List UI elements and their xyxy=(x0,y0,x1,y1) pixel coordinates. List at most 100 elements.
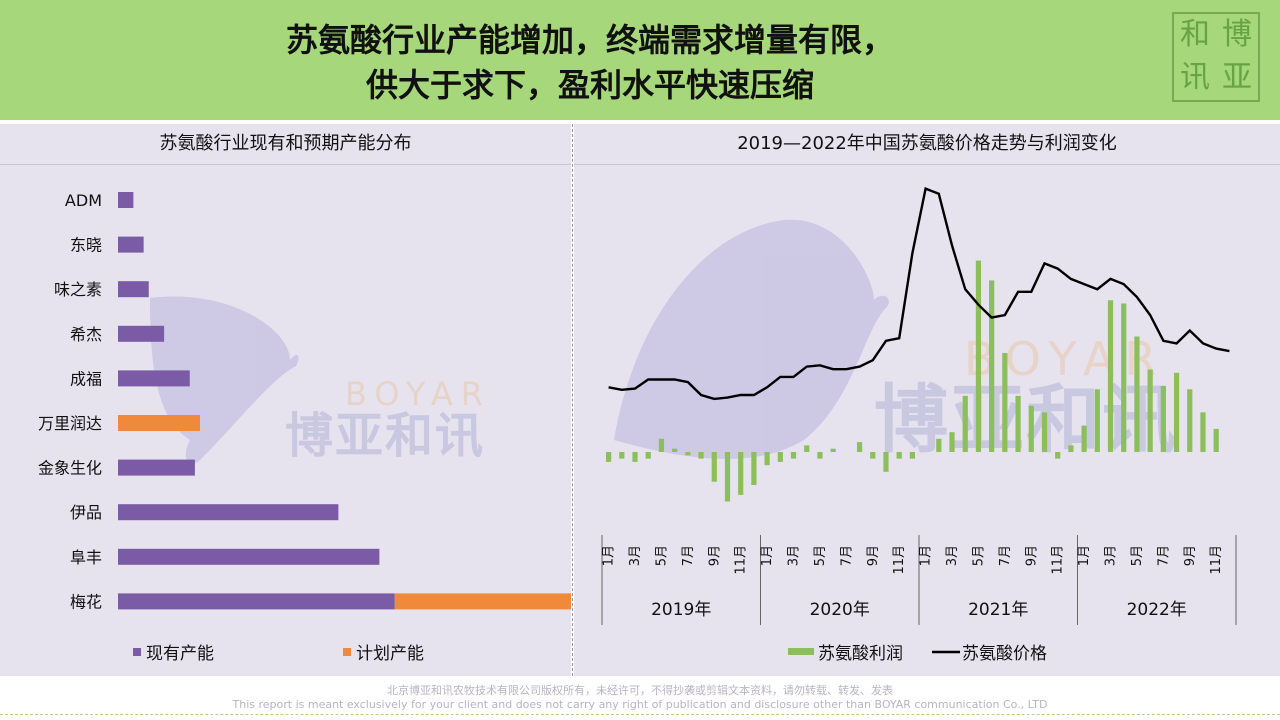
month-tick-label: 1月 xyxy=(919,545,934,566)
profit-bar xyxy=(1107,300,1114,452)
profit-bar xyxy=(896,452,902,459)
bar-existing-capacity xyxy=(118,593,395,610)
category-label: 伊品 xyxy=(70,503,102,522)
legend-swatch-planned xyxy=(343,648,351,656)
month-tick-label: 3月 xyxy=(628,545,643,566)
year-label: 2022年 xyxy=(1127,600,1187,620)
price-profit-legend: 苏氨酸利润 苏氨酸价格 xyxy=(788,644,1047,664)
title-line-1: 苏氨酸行业产能增加，终端需求增量有限， xyxy=(285,21,894,59)
month-tick-label: 3月 xyxy=(945,545,960,566)
month-tick-label: 9月 xyxy=(707,545,722,566)
bar-existing-capacity xyxy=(118,325,165,342)
category-label: ADM xyxy=(65,191,102,210)
copyright-footer: 北京博亚和讯农牧技术有限公司版权所有，未经许可，不得抄袭或剪辑文本资料，请勿转载… xyxy=(0,684,1280,712)
profit-bar xyxy=(1200,412,1206,452)
bar-existing-capacity xyxy=(118,504,339,521)
left-chart-title: 苏氨酸行业现有和预期产能分布 xyxy=(0,124,571,165)
profit-bar xyxy=(698,452,704,459)
profit-bar xyxy=(777,452,783,462)
category-label: 味之素 xyxy=(54,280,102,299)
bar-planned-capacity xyxy=(394,593,571,610)
profit-bar xyxy=(1134,336,1140,452)
footer-line-cn: 北京博亚和讯农牧技术有限公司版权所有，未经许可，不得抄袭或剪辑文本资料，请勿转载… xyxy=(387,684,893,697)
profit-bar xyxy=(830,448,836,452)
month-tick-label: 9月 xyxy=(1183,545,1198,566)
legend-label-profit: 苏氨酸利润 xyxy=(818,644,903,664)
profit-bar xyxy=(1015,395,1021,452)
bird-logo-shape xyxy=(614,219,889,459)
month-tick-label: 1月 xyxy=(760,545,775,566)
year-label: 2020年 xyxy=(810,600,870,620)
legend-swatch-existing xyxy=(133,648,141,656)
category-label: 梅花 xyxy=(70,592,102,611)
year-label: 2019年 xyxy=(651,600,711,620)
seal-char: 和 xyxy=(1180,17,1210,52)
legend-label-planned: 计划产能 xyxy=(356,644,424,664)
month-tick-label: 9月 xyxy=(1024,545,1039,566)
profit-bar xyxy=(962,395,968,452)
bar-existing-capacity xyxy=(118,459,195,476)
header-banner xyxy=(0,0,1280,120)
month-tick-label: 11月 xyxy=(892,545,907,575)
bar-existing-capacity xyxy=(118,192,134,208)
profit-bar xyxy=(1041,412,1048,452)
month-tick-label: 1月 xyxy=(602,545,617,566)
profit-bar xyxy=(1173,372,1180,452)
capacity-legend: 现有产能 计划产能 xyxy=(133,644,424,664)
month-tick-label: 7月 xyxy=(998,545,1013,566)
title-line-2: 供大于求下，盈利水平快速压缩 xyxy=(365,66,814,104)
profit-bar xyxy=(1160,386,1166,452)
profit-bar xyxy=(790,452,797,459)
category-label: 东晓 xyxy=(70,236,102,255)
category-label: 阜丰 xyxy=(70,548,102,567)
profit-bar xyxy=(949,432,955,452)
profit-bar xyxy=(1094,389,1100,452)
month-tick-label: 5月 xyxy=(654,545,669,566)
profit-bar xyxy=(1068,445,1074,452)
profit-bar xyxy=(804,445,810,452)
profit-bar xyxy=(672,448,678,452)
watermark-brand-cn: 博亚和讯 xyxy=(874,377,1178,463)
legend-swatch-profit xyxy=(788,648,814,655)
right-chart-title: 2019—2022年中国苏氨酸价格走势与利润变化 xyxy=(574,124,1280,165)
watermark-brand-cn: 博亚和讯 xyxy=(285,408,485,464)
profit-bar xyxy=(606,452,612,462)
profit-bar xyxy=(856,442,863,452)
left-chart-panel xyxy=(0,124,571,676)
category-label: 希杰 xyxy=(70,325,102,344)
category-label: 金象生化 xyxy=(38,459,102,478)
profit-bar xyxy=(1055,452,1061,459)
profit-bar xyxy=(936,438,942,452)
profit-bar xyxy=(975,260,982,452)
month-tick-label: 11月 xyxy=(1051,545,1066,575)
month-tick-label: 11月 xyxy=(734,545,749,575)
category-label: 万里润达 xyxy=(38,414,102,433)
profit-bar xyxy=(870,452,876,459)
profit-bar xyxy=(909,452,915,459)
profit-bar xyxy=(989,280,995,452)
profit-bar xyxy=(645,452,651,459)
profit-bar xyxy=(1002,353,1008,452)
month-tick-label: 5月 xyxy=(1130,545,1145,566)
price-line xyxy=(608,186,1230,401)
profit-bar xyxy=(619,452,625,459)
brand-seal-logo: 和 博 讯 亚 xyxy=(1172,12,1260,102)
profit-bar xyxy=(724,452,731,502)
footer-line-en: This report is meant exclusively for you… xyxy=(232,698,1048,711)
seal-char: 博 xyxy=(1222,17,1252,52)
boyar-watermark-logo: BOYAR 博亚和讯 xyxy=(614,219,1178,463)
profit-bar xyxy=(764,452,770,466)
profit-bar xyxy=(1121,303,1127,452)
month-tick-label: 5月 xyxy=(971,545,986,566)
profit-bar xyxy=(658,438,665,452)
legend-label-price: 苏氨酸价格 xyxy=(962,644,1047,664)
month-tick-label: 3月 xyxy=(1104,545,1119,566)
bar-planned-capacity xyxy=(118,415,200,431)
month-tick-label: 7月 xyxy=(681,545,696,566)
profit-bar xyxy=(817,452,823,459)
month-tick-label: 1月 xyxy=(1077,545,1092,566)
month-tick-label: 3月 xyxy=(787,545,802,566)
profit-bar xyxy=(1028,405,1034,452)
legend-label-existing: 现有产能 xyxy=(146,644,214,664)
